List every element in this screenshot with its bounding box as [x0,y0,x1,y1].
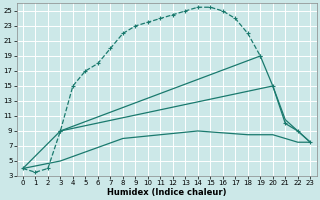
X-axis label: Humidex (Indice chaleur): Humidex (Indice chaleur) [107,188,226,197]
